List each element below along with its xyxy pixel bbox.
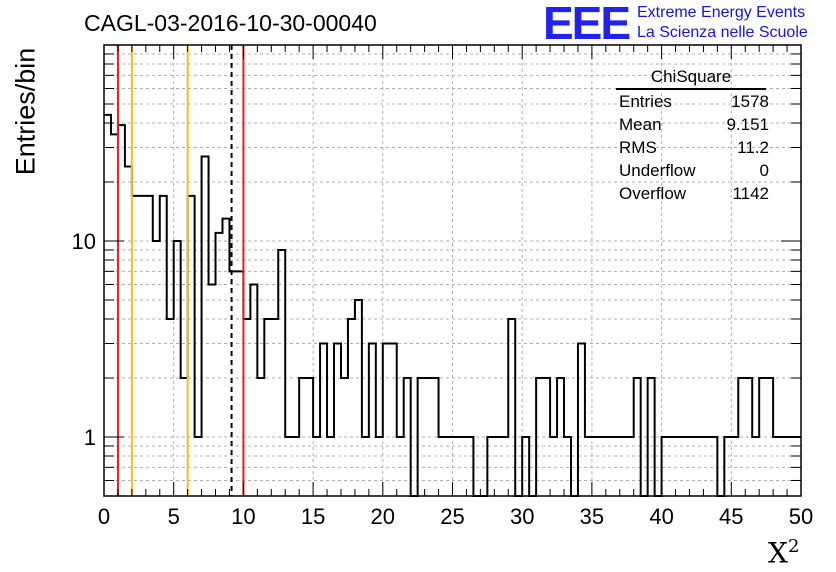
x-tick-label: 0	[98, 504, 110, 529]
x-tick-label: 35	[580, 504, 604, 529]
stats-row: Mean 9.151	[612, 113, 772, 136]
y-tick-label: 1	[84, 425, 96, 450]
stats-key: Overflow	[619, 184, 687, 203]
stats-key: Mean	[619, 115, 662, 134]
stats-value: 9.151	[726, 115, 769, 134]
x-tick-label: 20	[371, 504, 395, 529]
x-tick-label: 15	[301, 504, 325, 529]
y-axis-label-text: Entries/bin	[10, 47, 41, 176]
stats-value: 1578	[731, 92, 769, 111]
stats-row: Entries 1578	[612, 90, 772, 113]
stats-row: Underflow 0	[612, 159, 772, 182]
x-axis-label: X2	[768, 536, 799, 569]
logo-line-1: Extreme Energy Events	[637, 4, 806, 21]
x-tick-label: 10	[231, 504, 255, 529]
x-tick-label: 40	[649, 504, 673, 529]
stats-row: RMS 11.2	[612, 136, 772, 159]
x-axis-label-base: X	[768, 536, 788, 570]
eee-logo-mark: EEE	[543, 0, 631, 49]
stats-row: Overflow 1142	[612, 182, 772, 205]
stats-box: ChiSquare Entries 1578 Mean 9.151 RMS 11…	[612, 66, 772, 205]
y-axis-label: Entries/bin	[10, 48, 41, 176]
stats-value: 11.2	[737, 138, 769, 157]
x-tick-label: 25	[440, 504, 464, 529]
chart-title: CAGL-03-2016-10-30-00040	[84, 10, 377, 36]
x-tick-label: 45	[719, 504, 743, 529]
x-tick-label: 5	[168, 504, 180, 529]
stats-title: ChiSquare	[616, 66, 766, 90]
stats-key: Underflow	[619, 161, 696, 180]
logo-line-2: La Scienza nelle Scuole	[637, 24, 808, 41]
stats-value: 0	[759, 161, 769, 180]
plot-area	[104, 45, 801, 496]
x-tick-label: 30	[510, 504, 534, 529]
stats-key: Entries	[619, 92, 672, 111]
y-tick-label: 10	[72, 229, 96, 254]
stats-value: 1142	[732, 184, 769, 203]
x-tick-label: 50	[789, 504, 813, 529]
x-axis-label-sup: 2	[787, 536, 800, 557]
stats-key: RMS	[619, 138, 657, 157]
